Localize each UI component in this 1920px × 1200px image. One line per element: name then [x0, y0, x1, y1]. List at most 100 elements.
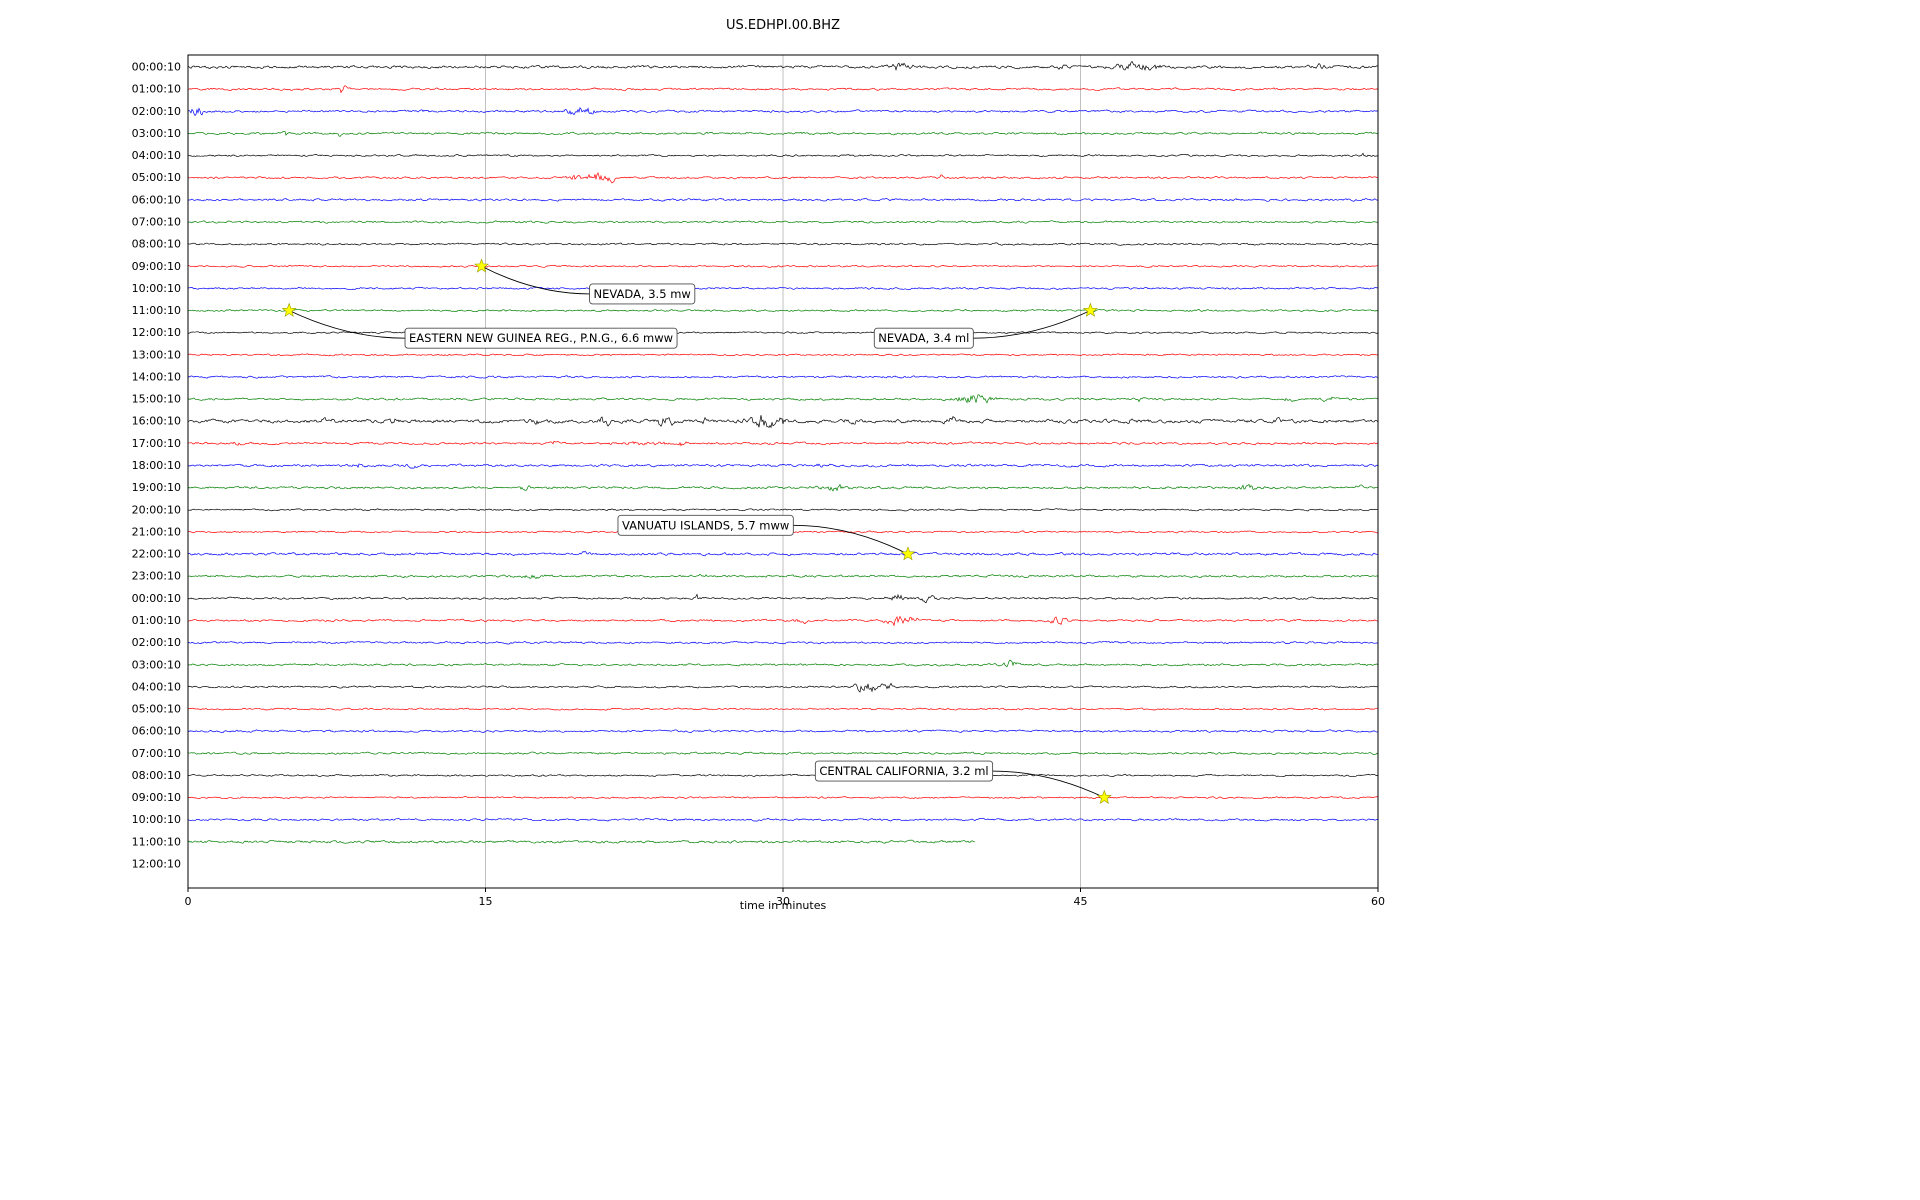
y-axis-tick-label: 00:00:10: [132, 592, 181, 605]
event-connector: [793, 524, 909, 555]
trace-row: [187, 773, 1379, 778]
event-label-box: [617, 514, 794, 536]
trace-row: [187, 550, 1379, 557]
trace-row: [187, 440, 1379, 447]
trace-row: [187, 242, 1379, 246]
trace-row: [187, 615, 1379, 627]
trace-row: [187, 839, 976, 844]
y-axis-tick-label: 01:00:10: [132, 614, 181, 627]
y-axis-tick-label: 04:00:10: [132, 680, 181, 693]
x-axis-label: time in minutes: [740, 899, 827, 912]
y-axis-tick-label: 02:00:10: [132, 636, 181, 649]
event-star-icon: [1096, 789, 1112, 804]
trace-row: [187, 375, 1379, 379]
trace-row: [187, 85, 1379, 94]
y-axis-tick-label: 10:00:10: [132, 813, 181, 826]
y-axis-tick-label: 20:00:10: [132, 503, 181, 516]
y-axis-tick-label: 07:00:10: [132, 215, 181, 228]
event-label-text: VANUATU ISLANDS, 5.7 mww: [622, 518, 789, 532]
plot-title: US.EDHPI.00.BHZ: [726, 18, 840, 33]
event-label-text: EASTERN NEW GUINEA REG., P.N.G., 6.6 mww: [409, 331, 673, 345]
event-label-text: NEVADA, 3.5 mw: [594, 287, 691, 301]
x-axis-tick-label: 0: [185, 895, 192, 908]
trace-row: [187, 659, 1379, 668]
trace-row: [187, 286, 1379, 291]
y-axis-tick-label: 03:00:10: [132, 127, 181, 140]
trace-row: [187, 106, 1379, 117]
trace-row: [187, 707, 1379, 711]
y-axis-tick-label: 02:00:10: [132, 105, 181, 118]
x-axis-tick-label: 15: [479, 895, 493, 908]
event-label-box: [814, 760, 994, 782]
y-axis-tick-label: 05:00:10: [132, 171, 181, 184]
plot-area: 00:00:10 01:00:10 02:00:10 03:00:10 04:00:10…: [132, 54, 1385, 908]
trace-row: [187, 641, 1379, 645]
y-axis-tick-label: 09:00:10: [132, 791, 181, 804]
x-axis-tick-label: 45: [1074, 895, 1088, 908]
event-star-icon: [281, 302, 297, 317]
trace-row: [187, 573, 1379, 579]
y-axis-tick-label: 19:00:10: [132, 481, 181, 494]
trace-row: [187, 682, 1379, 693]
y-axis-tick-label: 14:00:10: [132, 370, 181, 383]
trace-row: [187, 331, 1379, 335]
y-axis-tick-label: 11:00:10: [132, 304, 181, 317]
y-axis-tick-label: 22:00:10: [132, 548, 181, 561]
trace-row: [187, 172, 1379, 184]
event-connector: [992, 770, 1105, 798]
trace-row: [187, 415, 1379, 429]
y-axis-tick-label: 23:00:10: [132, 570, 181, 583]
event-connector: [481, 265, 590, 295]
trace-row: [187, 60, 1379, 71]
event-label-box: [404, 327, 678, 349]
y-axis-tick-label: 16:00:10: [132, 415, 181, 428]
event-star-icon: [900, 546, 916, 561]
trace-row: [187, 197, 1379, 202]
y-axis-tick-label: 08:00:10: [132, 238, 181, 251]
trace-row: [187, 264, 1379, 268]
y-axis-tick-label: 00:00:10: [132, 61, 181, 74]
trace-row: [187, 152, 1379, 158]
event-star-icon: [474, 258, 490, 273]
event-label-text: CENTRAL CALIFORNIA, 3.2 ml: [819, 764, 988, 778]
trace-row: [187, 483, 1379, 492]
trace-row: [187, 220, 1379, 224]
trace-row: [187, 796, 1379, 800]
y-axis-tick-label: 15:00:10: [132, 393, 181, 406]
event-connector: [288, 310, 406, 339]
y-axis-tick-label: 06:00:10: [132, 725, 181, 738]
y-axis-tick-label: 21:00:10: [132, 525, 181, 538]
y-axis-tick-label: 05:00:10: [132, 703, 181, 716]
trace-row: [187, 729, 1379, 733]
event-star-icon: [1082, 302, 1098, 317]
trace-row: [187, 751, 1379, 755]
trace-row: [187, 508, 1379, 512]
y-axis-tick-label: 04:00:10: [132, 149, 181, 162]
y-axis-tick-label: 09:00:10: [132, 260, 181, 273]
trace-row: [187, 394, 1379, 404]
y-axis-tick-label: 01:00:10: [132, 83, 181, 96]
trace-row: [187, 817, 1379, 822]
y-axis-tick-label: 18:00:10: [132, 459, 181, 472]
y-axis-tick-label: 10:00:10: [132, 282, 181, 295]
y-axis-tick-label: 12:00:10: [132, 326, 181, 339]
y-axis-tick-label: 13:00:10: [132, 348, 181, 361]
event-label-box: [873, 327, 974, 349]
trace-row: [187, 308, 1379, 313]
trace-row: [187, 463, 1379, 469]
trace-row: [187, 130, 1379, 137]
y-axis-tick-label: 11:00:10: [132, 835, 181, 848]
event-label-box: [589, 283, 696, 305]
y-axis-tick-label: 08:00:10: [132, 769, 181, 782]
y-axis-tick-label: 17:00:10: [132, 437, 181, 450]
y-axis-tick-label: 12:00:10: [132, 858, 181, 871]
x-axis-tick-label: 60: [1371, 895, 1385, 908]
trace-row: [187, 593, 1379, 604]
y-axis-tick-label: 07:00:10: [132, 747, 181, 760]
y-axis-tick-label: 06:00:10: [132, 193, 181, 206]
x-axis-tick-label: 30: [776, 895, 790, 908]
y-axis-tick-label: 03:00:10: [132, 658, 181, 671]
event-connector: [973, 310, 1091, 339]
